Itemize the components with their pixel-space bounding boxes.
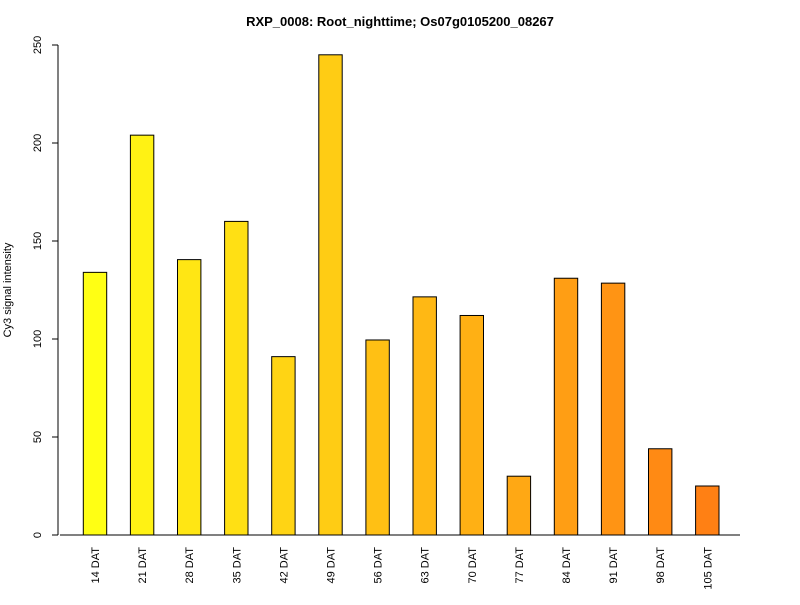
bar-10 [553,277,579,536]
x-tick-label-12: 98 DAT [655,547,667,584]
bar-0 [82,271,108,536]
y-tick-label-4: 200 [32,134,44,152]
bars-group [82,54,720,536]
y-axis: 0 50 100 150 200 250 [32,36,59,538]
x-tick-label-13: 105 DAT [702,547,714,590]
x-tick-label-10: 84 DAT [561,547,573,584]
chart-title: RXP_0008: Root_nighttime; Os07g0105200_0… [246,14,554,29]
x-tick-label-11: 91 DAT [608,547,620,584]
x-tick-label-5: 49 DAT [326,547,338,584]
y-axis-label: Cy3 signal intensity [2,242,14,337]
bar-3 [224,220,249,536]
x-tick-label-7: 63 DAT [420,547,432,584]
x-tick-label-3: 35 DAT [231,547,243,584]
bar-7 [412,296,437,536]
x-tick-label-8: 70 DAT [467,547,479,584]
x-tick-label-1: 21 DAT [137,547,149,584]
y-tick-label-5: 250 [32,36,44,54]
x-tick-label-6: 56 DAT [373,547,385,584]
x-axis-labels: 14 DAT 21 DAT 28 DAT 35 DAT 42 DAT 49 DAT 56 D… [90,547,714,590]
bar-11 [600,282,626,536]
bar-12 [648,448,673,536]
bar-13 [695,485,720,536]
bar-6 [365,339,390,536]
x-tick-label-2: 28 DAT [184,547,196,584]
y-tick-label-0: 0 [32,532,44,538]
x-tick-label-9: 77 DAT [514,547,526,584]
bar-5 [318,54,343,536]
bar-9 [506,475,532,536]
y-tick-label-3: 150 [32,232,44,250]
y-tick-label-2: 100 [32,330,44,348]
bar-8 [459,314,485,536]
bar-1 [129,134,155,536]
bar-2 [177,259,202,536]
y-tick-label-1: 50 [32,431,44,443]
bar-4 [271,356,296,536]
x-tick-label-4: 42 DAT [278,547,290,584]
x-tick-label-0: 14 DAT [90,547,102,584]
